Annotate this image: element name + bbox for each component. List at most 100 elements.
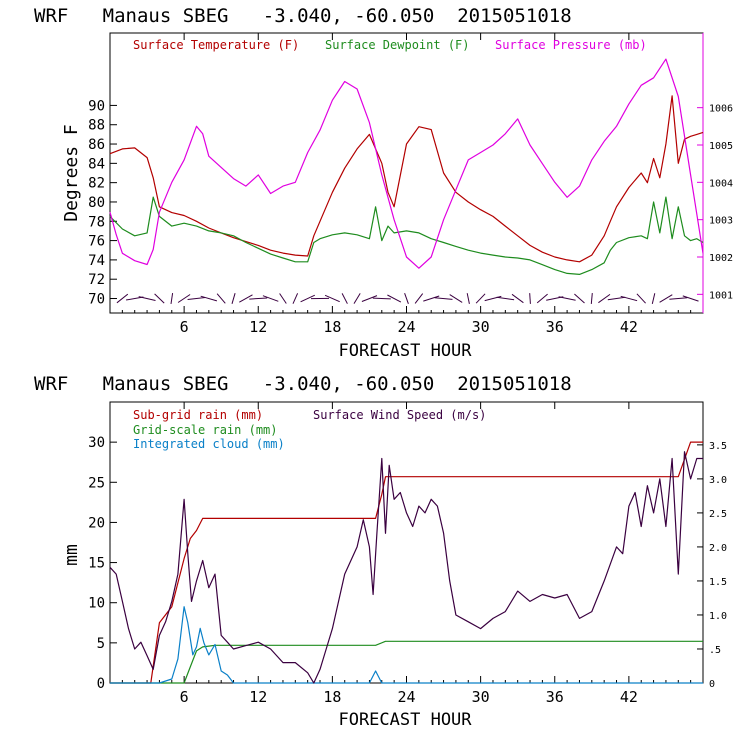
bottom-x-tick-label: 42 [620, 688, 638, 706]
top-x-tick-label: 42 [620, 318, 638, 336]
wind-barb [682, 295, 699, 302]
wind-barb [669, 297, 688, 300]
top-series-surface-temperature-f [109, 95, 704, 263]
top-y-tick-label: 86 [88, 137, 105, 153]
top-series-surface-pressure-mb [109, 58, 704, 269]
bottom-x-tick-label: 36 [546, 688, 564, 706]
wind-barb [590, 293, 593, 304]
bottom-x-axis-label: FORECAST HOUR [338, 710, 472, 730]
wind-barb [659, 294, 673, 303]
wind-barb [434, 297, 453, 300]
top-x-tick-label: 18 [323, 318, 341, 336]
bottom-y-tick-label: 20 [88, 515, 105, 531]
top-chart-title: WRF Manaus SBEG -3.040, -60.050 20150510… [34, 5, 572, 27]
top-y-tick-label: 84 [88, 156, 105, 172]
bottom-y2-tick-label: 2.0 [709, 543, 727, 554]
wind-barb [414, 293, 424, 304]
wind-barb [216, 293, 226, 304]
top-legend-dewpoint: Surface Dewpoint (F) [325, 38, 470, 52]
wind-barb [177, 294, 191, 303]
bottom-x-tick-label: 24 [397, 688, 415, 706]
wind-barb [607, 296, 626, 301]
wind-barb [496, 296, 515, 301]
bottom-y2-tick-label: 1.5 [709, 577, 727, 588]
top-y-tick-label: 82 [88, 176, 105, 192]
bottom-y-tick-label: 25 [88, 475, 105, 491]
wind-barb [200, 295, 218, 302]
bottom-y-tick-label: 15 [88, 556, 105, 572]
top-legend-temperature: Surface Temperature (F) [133, 38, 299, 52]
wind-barb [279, 293, 287, 304]
wind-barb [361, 295, 378, 302]
top-x-axis-label: FORECAST HOUR [338, 341, 472, 361]
wind-barb-row [116, 293, 699, 305]
top-x-tick-label: 12 [249, 318, 267, 336]
wind-barb [536, 293, 548, 304]
wind-barb [529, 293, 531, 304]
top-legend-pressure: Surface Pressure (mb) [495, 38, 647, 52]
top-y2-tick-label: 1003 [709, 216, 733, 227]
top-y-tick-label: 74 [88, 253, 105, 269]
wind-barb [558, 296, 576, 301]
wind-barb [404, 293, 409, 304]
wind-barb [372, 297, 391, 300]
wind-barb [353, 293, 361, 304]
wind-barb [423, 295, 440, 302]
top-y2-tick-label: 1004 [709, 178, 733, 189]
top-y2-tick-label: 1001 [709, 290, 733, 301]
wind-barb [324, 294, 340, 303]
top-y-tick-label: 88 [88, 118, 105, 134]
wind-barb [187, 297, 206, 300]
top-y-tick-label: 76 [88, 234, 105, 250]
bottom-y2-tick-label: 1.0 [709, 611, 727, 622]
top-x-tick-label: 36 [546, 318, 564, 336]
wind-barb [292, 293, 299, 304]
bottom-y-tick-label: 10 [88, 596, 105, 612]
wind-barb [300, 294, 316, 303]
top-y2-tick-label: 1005 [709, 141, 733, 152]
bottom-legend-wind: Surface Wind Speed (m/s) [313, 408, 486, 422]
bottom-legend-gridscale-rain: Grid-scale rain (mm) [133, 423, 278, 437]
bottom-y-tick-label: 0 [97, 676, 105, 692]
top-x-tick-label: 30 [472, 318, 490, 336]
top-y2-tick-label: 1006 [709, 104, 733, 115]
top-series-surface-dewpoint-f [109, 196, 704, 275]
top-x-tick-label: 6 [180, 318, 189, 336]
top-y-tick-label: 78 [88, 214, 105, 230]
wind-barb [449, 294, 463, 303]
bottom-series-integrated-cloud-mm [110, 606, 703, 684]
bottom-y-axis-label: mm [61, 544, 82, 566]
bottom-x-tick-label: 30 [472, 688, 490, 706]
top-y2-tick-label: 1002 [709, 253, 733, 264]
wind-barb [154, 293, 165, 304]
wind-barb [387, 294, 402, 303]
bottom-y2-tick-label: 2.5 [709, 509, 727, 520]
bottom-legend-cloud: Integrated cloud (mm) [133, 437, 285, 451]
bottom-y2-tick-label: 3.0 [709, 475, 727, 486]
wind-barb [598, 293, 611, 304]
wind-barb [511, 293, 524, 304]
bottom-x-tick-label: 6 [180, 688, 189, 706]
wind-barb [475, 293, 486, 304]
bottom-x-tick-label: 12 [249, 688, 267, 706]
bottom-y-tick-label: 5 [97, 636, 105, 652]
top-y-tick-label: 72 [88, 272, 105, 288]
wind-barb [636, 293, 646, 304]
wind-barb [231, 293, 236, 304]
bottom-legend-subgrid-rain: Sub-grid rain (mm) [133, 408, 263, 422]
wind-barb [341, 293, 348, 304]
bottom-y2-tick-label: 0 [709, 679, 715, 690]
bottom-x-tick-label: 18 [323, 688, 341, 706]
bottom-series-surface-wind-speed-m-s [109, 451, 703, 684]
wind-barb [138, 296, 156, 301]
wind-barb [574, 293, 585, 304]
top-x-tick-label: 24 [397, 318, 415, 336]
top-plot-frame [109, 32, 704, 314]
wind-barb [262, 295, 279, 302]
top-y-tick-label: 90 [88, 98, 105, 114]
top-y-axis-label: Degrees F [61, 124, 82, 222]
bottom-chart-title: WRF Manaus SBEG -3.040, -60.050 20150510… [34, 373, 572, 395]
bottom-series-sub-grid-rain-mm [110, 441, 703, 684]
wind-barb [170, 293, 174, 304]
